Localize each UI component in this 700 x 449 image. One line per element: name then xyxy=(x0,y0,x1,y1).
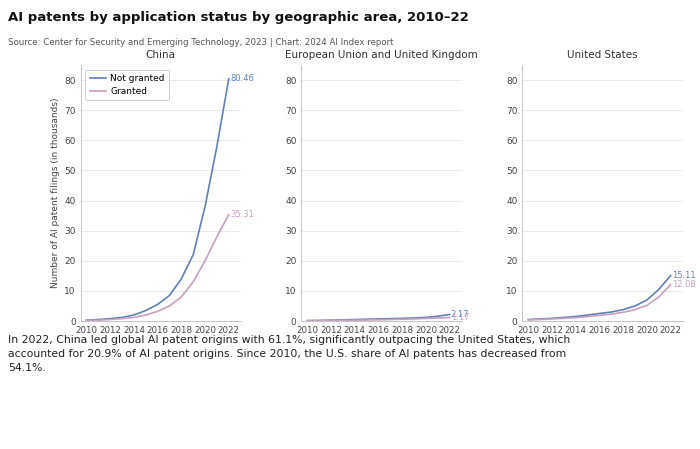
Title: China: China xyxy=(146,50,176,60)
Text: 1.17: 1.17 xyxy=(451,313,470,322)
Title: European Union and United Kingdom: European Union and United Kingdom xyxy=(285,50,478,60)
Text: 35.31: 35.31 xyxy=(230,210,254,219)
Text: 15.11: 15.11 xyxy=(672,271,696,280)
Text: In 2022, China led global AI patent origins with 61.1%, significantly outpacing : In 2022, China led global AI patent orig… xyxy=(8,335,570,373)
Text: AI patents by application status by geographic area, 2010–22: AI patents by application status by geog… xyxy=(8,11,469,24)
Title: United States: United States xyxy=(567,50,638,60)
Y-axis label: Number of AI patent filings (in thousands): Number of AI patent filings (in thousand… xyxy=(51,98,60,288)
Legend: Not granted, Granted: Not granted, Granted xyxy=(85,70,169,100)
Text: 80.46: 80.46 xyxy=(230,74,254,83)
Text: 2.17: 2.17 xyxy=(451,310,470,319)
Text: 12.08: 12.08 xyxy=(672,280,696,289)
Text: Source: Center for Security and Emerging Technology, 2023 | Chart: 2024 AI Index: Source: Center for Security and Emerging… xyxy=(8,38,394,47)
